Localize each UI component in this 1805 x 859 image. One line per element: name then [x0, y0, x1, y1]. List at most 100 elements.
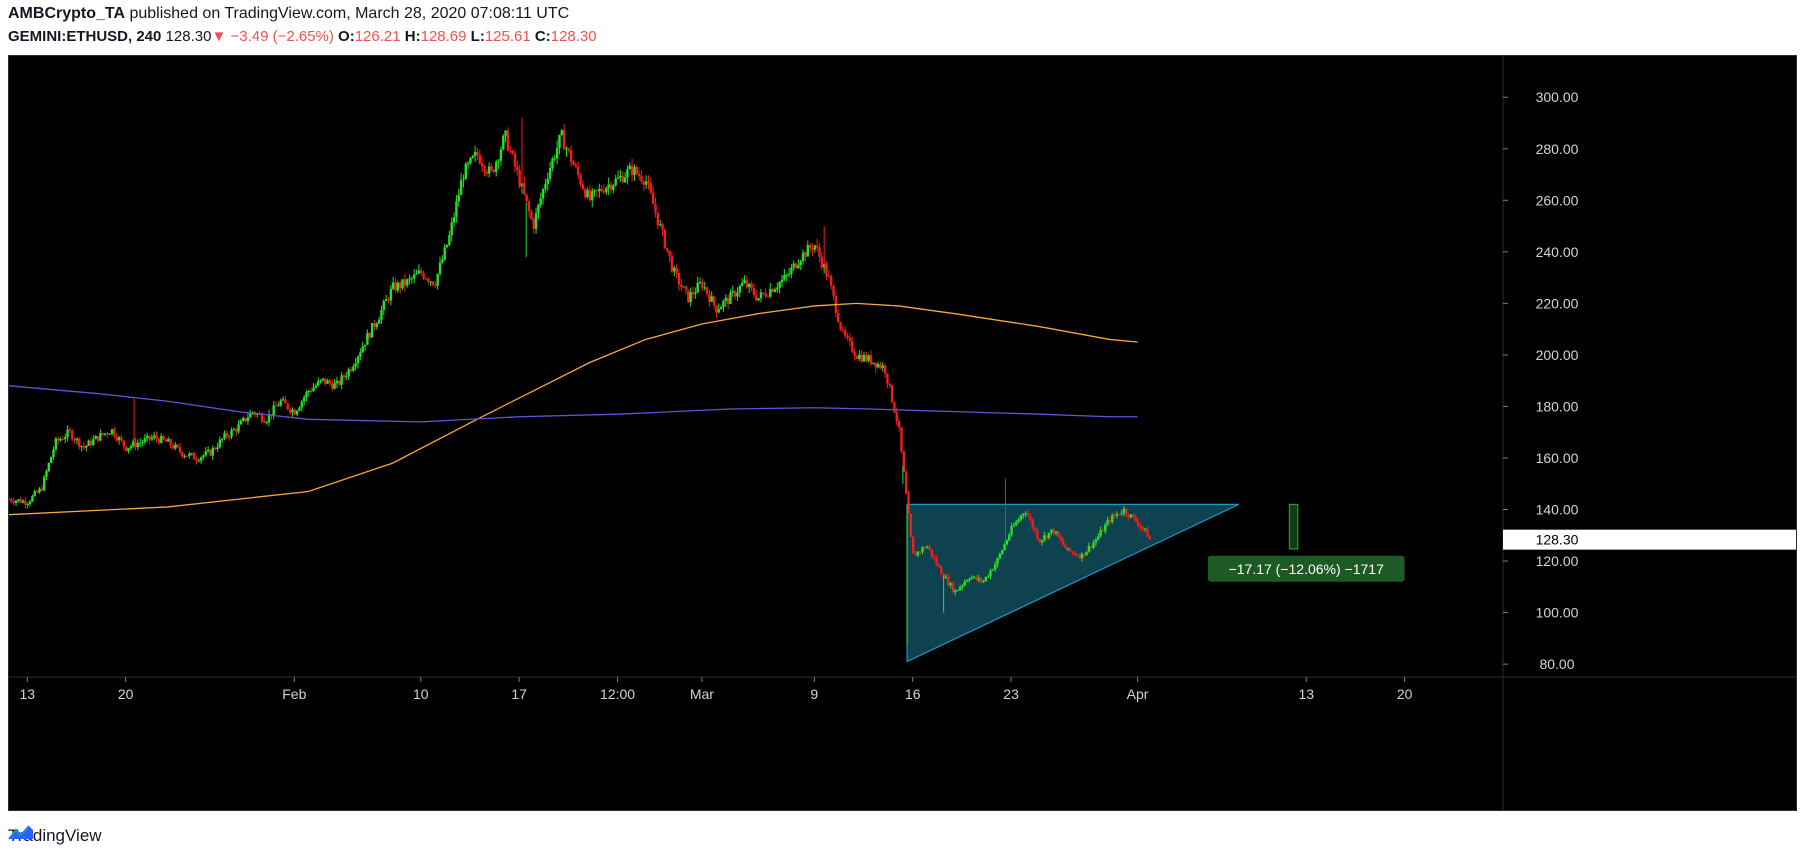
candle-body — [389, 288, 393, 301]
candle-body — [1050, 529, 1053, 533]
candle-body — [567, 148, 571, 151]
candle-body — [1099, 530, 1102, 537]
candle-body — [869, 355, 873, 364]
candle-body — [506, 130, 510, 151]
candle-body — [637, 173, 641, 176]
last-price: 128.30 — [165, 28, 212, 45]
candle-body — [319, 379, 322, 382]
candle-body — [509, 150, 512, 152]
x-tick-label: 20 — [1397, 686, 1413, 702]
candle-body — [1045, 535, 1048, 538]
y-tick-label: 200.00 — [1536, 347, 1579, 363]
candle-body — [1019, 515, 1023, 520]
candle-body — [801, 252, 805, 262]
candle-body — [1090, 545, 1093, 548]
candle-body — [1120, 513, 1123, 515]
candle-body — [940, 566, 943, 575]
candle-body — [504, 130, 507, 136]
candle-body — [28, 501, 32, 505]
candle-body — [900, 427, 903, 452]
candle-body — [1054, 531, 1058, 534]
candle-body — [281, 399, 285, 401]
y-tick-label: 140.00 — [1536, 502, 1579, 518]
candle-body — [993, 564, 997, 570]
candle-body — [68, 429, 72, 431]
y-tick-label: 260.00 — [1536, 192, 1579, 208]
candle-body — [106, 433, 109, 435]
candle-body — [1059, 536, 1062, 540]
candle-body — [658, 224, 662, 226]
candle-body — [654, 204, 657, 213]
candle-body — [478, 154, 482, 164]
candle-body — [1031, 519, 1034, 528]
candle-body — [811, 248, 814, 250]
candle-body — [293, 409, 296, 415]
candle-body — [1078, 555, 1081, 559]
candle-body — [804, 252, 807, 257]
candle-body — [853, 351, 856, 357]
measure-label-box — [1207, 555, 1405, 582]
candle-body — [1129, 514, 1133, 518]
candle-body — [996, 558, 999, 565]
candle-body — [841, 329, 845, 331]
candle-body — [413, 274, 416, 279]
candle-body — [1118, 514, 1121, 516]
candle-body — [153, 435, 156, 438]
candle-body — [218, 439, 222, 448]
candle-body — [113, 429, 116, 437]
candle-body — [827, 276, 831, 278]
candle-body — [288, 409, 292, 413]
candle-body — [1012, 525, 1016, 527]
candle-body — [134, 441, 137, 448]
candle-body — [581, 184, 585, 190]
low-label: L: — [470, 28, 485, 45]
y-tick-label: 80.00 — [1539, 656, 1574, 672]
candle-body — [1073, 552, 1077, 555]
candle-body — [160, 436, 163, 443]
candle-body — [436, 273, 439, 286]
candle-body — [64, 437, 67, 440]
candle-body — [52, 449, 55, 457]
candle-body — [806, 244, 809, 257]
candle-body — [972, 576, 976, 578]
candle-body — [300, 401, 304, 408]
candle-body — [197, 460, 200, 462]
candle-body — [150, 437, 154, 440]
candle-body — [347, 369, 350, 377]
candle-body — [326, 380, 329, 384]
candle-body — [984, 576, 987, 582]
candle-body — [926, 546, 929, 549]
candle-body — [986, 576, 990, 578]
candle-body — [991, 569, 995, 571]
candle-body — [35, 491, 39, 493]
candle-body — [1122, 508, 1126, 514]
candle-body — [204, 451, 207, 456]
chart-area[interactable]: −17.17 (−12.06%) −1717 80.00 100.00 120.00… — [8, 55, 1797, 811]
candle-body — [785, 275, 788, 277]
candle-body — [527, 201, 531, 212]
candle-body — [626, 169, 629, 178]
candle-body — [312, 387, 315, 392]
candle-body — [771, 289, 774, 292]
candle-body — [790, 267, 793, 274]
candle-body — [630, 165, 634, 176]
candle-body — [314, 385, 318, 388]
candle-body — [968, 579, 971, 581]
candle-body — [1087, 545, 1091, 552]
x-tick-label: 12:00 — [600, 686, 635, 702]
candle-body — [874, 362, 877, 368]
candle-body — [755, 295, 758, 301]
candle-body — [14, 500, 18, 503]
price-chart[interactable]: −17.17 (−12.06%) −1717 80.00 100.00 120.00… — [9, 56, 1796, 810]
candle-body — [483, 166, 486, 172]
candle-body — [881, 365, 884, 368]
candle-body — [464, 163, 467, 180]
candle-body — [584, 189, 587, 198]
candle-body — [609, 184, 613, 190]
candle-body — [408, 278, 411, 280]
candle-body — [701, 282, 704, 288]
candle-body — [169, 439, 172, 446]
candle-body — [120, 437, 123, 441]
candle-body — [677, 272, 681, 285]
candle-body — [731, 291, 735, 293]
